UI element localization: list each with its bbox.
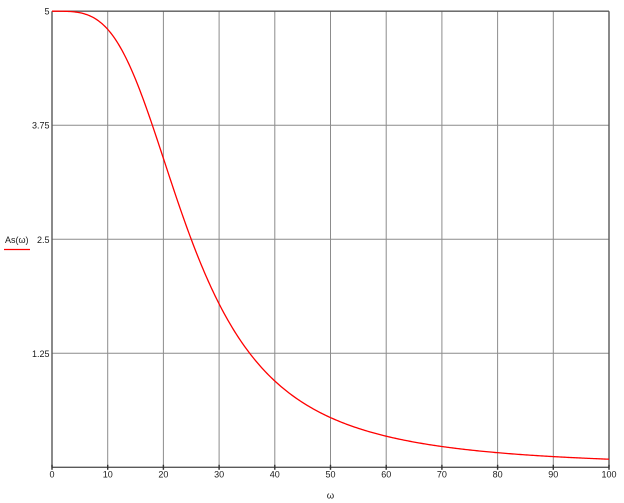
svg-text:As(ω): As(ω) — [5, 235, 29, 245]
svg-text:0: 0 — [49, 470, 54, 480]
svg-text:50: 50 — [325, 470, 335, 480]
svg-text:3.75: 3.75 — [32, 121, 50, 131]
svg-text:90: 90 — [548, 470, 558, 480]
svg-text:100: 100 — [601, 470, 616, 480]
svg-text:80: 80 — [493, 470, 503, 480]
svg-text:60: 60 — [381, 470, 391, 480]
svg-text:70: 70 — [437, 470, 447, 480]
svg-text:20: 20 — [158, 470, 168, 480]
svg-text:5: 5 — [44, 7, 49, 17]
svg-text:1.25: 1.25 — [32, 349, 50, 359]
svg-text:30: 30 — [214, 470, 224, 480]
svg-text:10: 10 — [103, 470, 113, 480]
svg-text:2.5: 2.5 — [37, 235, 50, 245]
svg-text:40: 40 — [270, 470, 280, 480]
svg-text:ω: ω — [327, 491, 335, 502]
